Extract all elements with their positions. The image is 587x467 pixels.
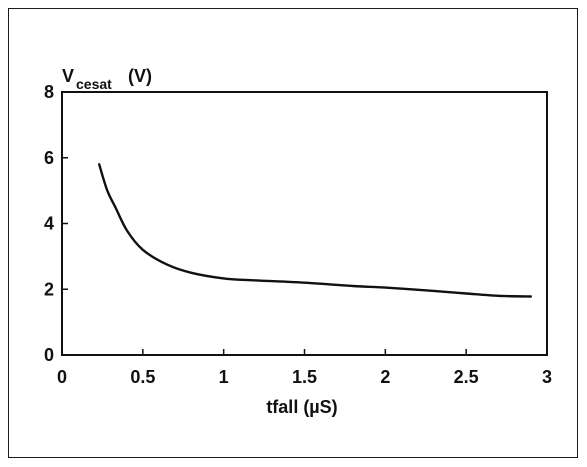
y-tick-label: 0 xyxy=(44,345,54,365)
x-tick-label: 2.5 xyxy=(454,367,479,387)
x-tick-label: 2 xyxy=(380,367,390,387)
chart-frame xyxy=(8,8,578,458)
x-tick-label: 3 xyxy=(542,367,552,387)
plot-area xyxy=(61,91,548,356)
y-tick-label: 8 xyxy=(44,82,54,102)
y-axis-title-main: V xyxy=(62,66,74,86)
x-tick-label: 1.5 xyxy=(292,367,317,387)
x-axis-title: tfall (µS) xyxy=(266,397,337,417)
y-tick-label: 6 xyxy=(44,148,54,168)
y-axis-title-subscript: cesat xyxy=(76,76,112,92)
series-line xyxy=(98,163,532,298)
x-tick-label: 0.5 xyxy=(130,367,155,387)
x-axis: 0 0.5 1 1.5 2 2.5 3 xyxy=(57,349,552,387)
y-axis-title-unit: (V) xyxy=(128,66,152,86)
x-tick-label: 1 xyxy=(219,367,229,387)
y-tick-label: 4 xyxy=(44,214,54,234)
y-axis: 0 2 4 6 8 xyxy=(44,82,68,365)
y-tick-label: 2 xyxy=(44,279,54,299)
y-axis-title: V cesat (V) xyxy=(62,66,152,92)
x-tick-label: 0 xyxy=(57,367,67,387)
